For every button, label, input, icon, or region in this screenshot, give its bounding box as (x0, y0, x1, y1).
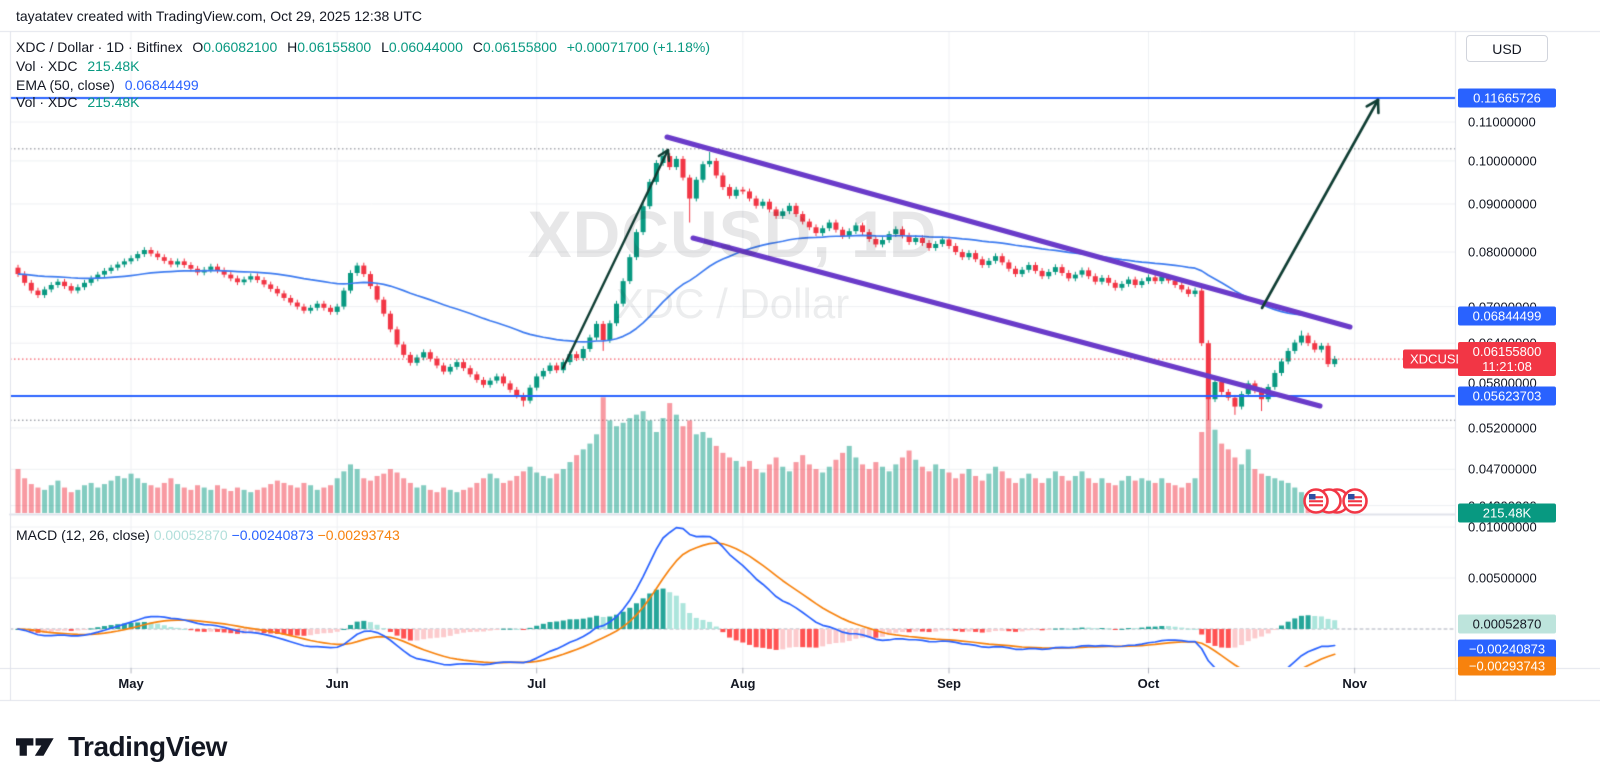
high-value: 0.06155800 (297, 39, 372, 55)
time-axis-label-may: May (118, 676, 144, 691)
volume-value: 215.48K (87, 58, 140, 74)
ray-low-badge[interactable]: 0.05623703 (1458, 386, 1556, 406)
volume-label: Vol · XDC (16, 58, 78, 74)
time-axis-label-oct: Oct (1137, 676, 1160, 691)
close-label: C (472, 39, 483, 55)
legend-volume-row[interactable]: Vol · XDC 215.48K (16, 58, 140, 74)
price-tick-label: 0.08000000 (1468, 244, 1537, 260)
brand-name: TradingView (68, 731, 227, 762)
volume-label-2: Vol · XDC (16, 94, 78, 110)
time-axis-label-aug: Aug (730, 676, 756, 691)
currency-toggle-button[interactable]: USD (1466, 35, 1548, 62)
tradingview-footer-logo[interactable]: TradingView (16, 731, 227, 763)
macd-signal-value: −0.00293743 (317, 527, 400, 543)
ema-value-badge[interactable]: 0.06844499 (1458, 306, 1556, 326)
ray-high-badge[interactable]: 0.11665726 (1458, 88, 1556, 108)
time-axis-label-jul: Jul (527, 676, 547, 691)
ema-value: 0.06844499 (124, 77, 199, 93)
macd-line-value: −0.00240873 (231, 527, 314, 543)
open-value: 0.06082100 (203, 39, 278, 55)
macd-hist-value: 0.00052870 (153, 527, 228, 543)
macd-signal-badge[interactable]: −0.00293743 (1458, 656, 1556, 676)
price-tick-label: 0.04700000 (1468, 461, 1537, 477)
volume-value-2: 215.48K (87, 94, 140, 110)
legend-volume-row-2[interactable]: Vol · XDC 215.48K (16, 94, 140, 110)
close-value: 0.06155800 (482, 39, 557, 55)
us-holiday-coin-icons[interactable] (1303, 486, 1369, 516)
change-value: +0.00071700 (+1.18%) (566, 39, 710, 55)
macd-hist-badge[interactable]: 0.00052870 (1458, 614, 1556, 634)
price-tick-label: 0.10000000 (1468, 153, 1537, 169)
legend-symbol-row[interactable]: XDC / Dollar · 1D · Bitfinex O0.06082100… (16, 39, 710, 55)
macd-tick-label: 0.01000000 (1468, 519, 1537, 535)
time-axis-label-nov: Nov (1342, 676, 1367, 691)
us-flag-coin-icon (1303, 488, 1329, 514)
low-value: 0.06044000 (388, 39, 463, 55)
volume-value-badge[interactable]: 215.48K (1458, 503, 1556, 523)
tradingview-logo-icon (16, 738, 54, 756)
price-tick-label: 0.05200000 (1468, 420, 1537, 436)
symbol-title: XDC / Dollar · 1D · Bitfinex (16, 39, 183, 55)
legend-macd-row[interactable]: MACD (12, 26, close) 0.00052870 −0.00240… (16, 527, 400, 543)
low-label: L (381, 39, 389, 55)
macd-tick-label: 0.00500000 (1468, 570, 1537, 586)
us-flag-coin-icon (1342, 488, 1368, 514)
macd-line-badge[interactable]: −0.00240873 (1458, 639, 1556, 659)
symbol-axis-chip: XDCUSD (1403, 349, 1472, 369)
legend-ema-row[interactable]: EMA (50, close) 0.06844499 (16, 77, 199, 93)
time-axis-label-jun: Jun (325, 676, 349, 691)
ema-label: EMA (50, close) (16, 77, 115, 93)
price-tick-label: 0.11000000 (1468, 114, 1536, 130)
time-axis-label-sep: Sep (937, 676, 961, 691)
high-label: H (287, 39, 298, 55)
open-label: O (192, 39, 204, 55)
price-tick-label: 0.09000000 (1468, 196, 1537, 212)
macd-label: MACD (12, 26, close) (16, 527, 150, 543)
last-price-badge[interactable]: 0.06155800 11:21:08 (1458, 342, 1556, 376)
